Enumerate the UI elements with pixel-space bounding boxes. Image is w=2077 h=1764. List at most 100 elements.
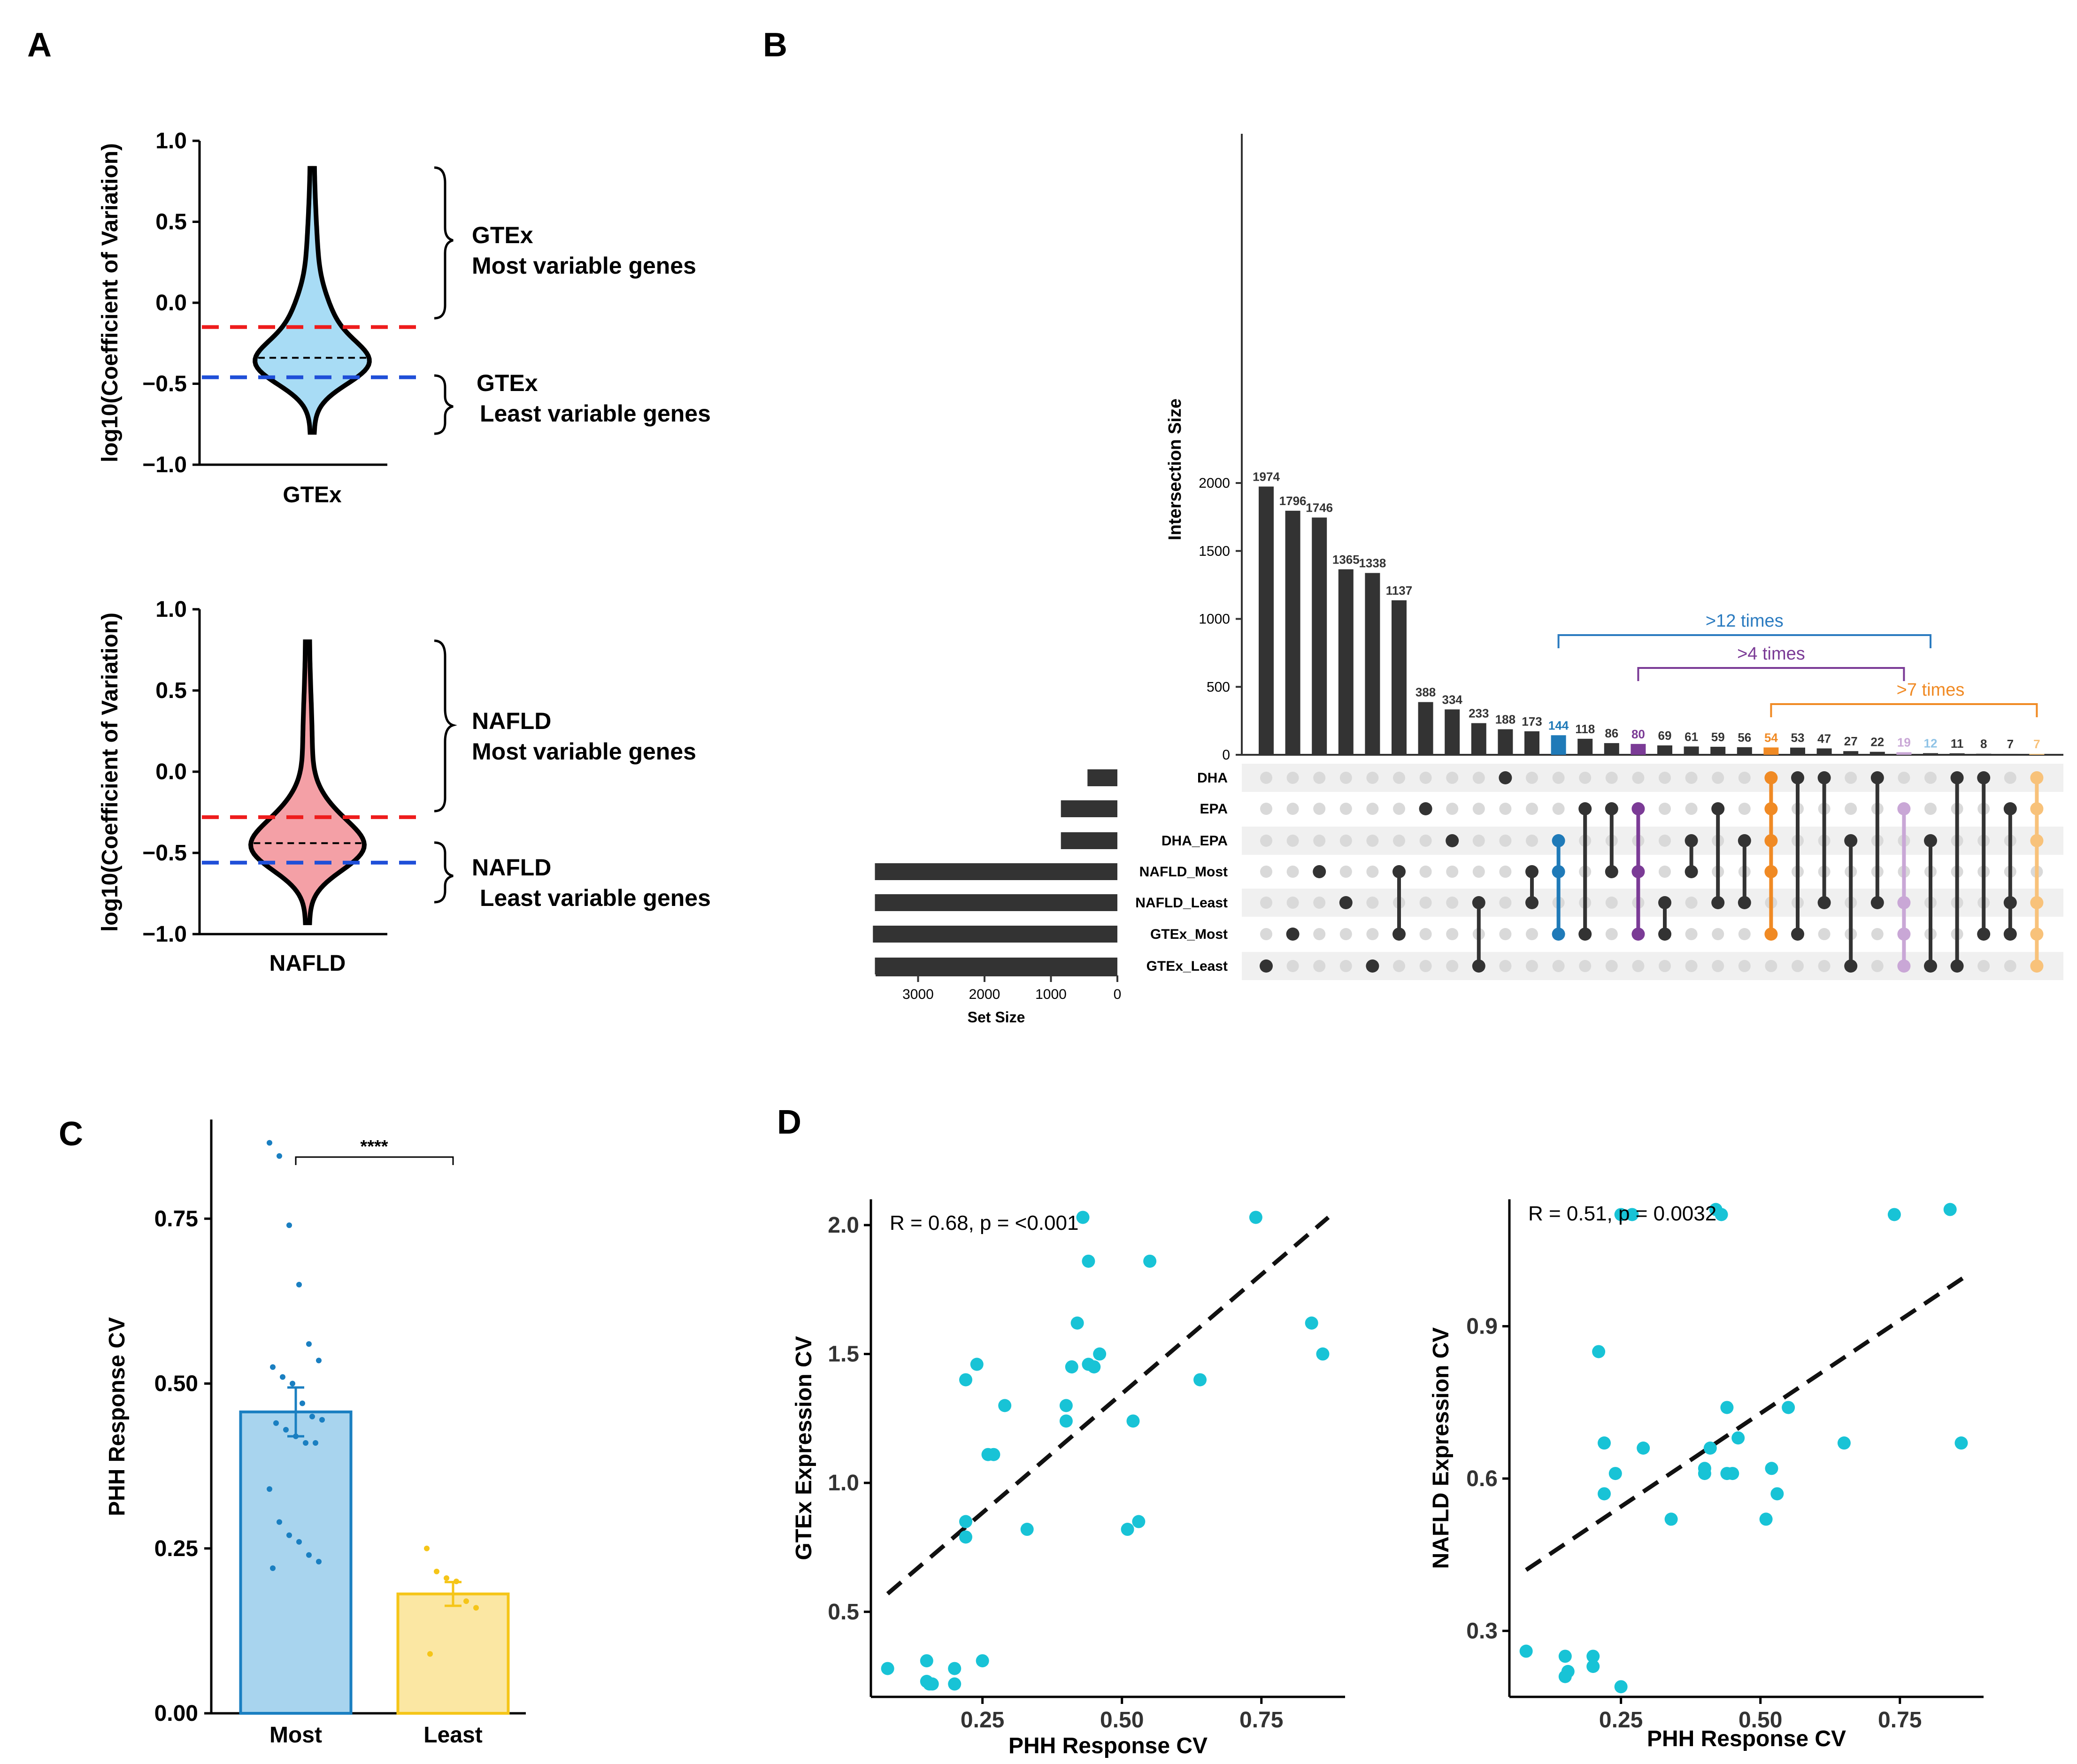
matrix-dot-filled (2030, 928, 2044, 941)
matrix-dot-empty (1286, 866, 1299, 878)
data-point (1059, 1414, 1073, 1428)
intersection-bar (1471, 723, 1486, 755)
data-point (444, 1575, 449, 1581)
matrix-dot-empty (1632, 772, 1645, 784)
matrix-dot-empty (1419, 866, 1432, 878)
x-tick-label: 0.50 (1739, 1708, 1782, 1733)
y-tick-label: −1.0 (142, 453, 187, 477)
matrix-dot-empty (1499, 897, 1512, 909)
matrix-dot-empty (1605, 928, 1618, 940)
y-tick-label: 0.0 (155, 759, 187, 784)
matrix-dot-filled (1924, 959, 1937, 973)
matrix-dot-filled (1844, 834, 1858, 847)
data-point (1782, 1401, 1795, 1414)
data-point (290, 1381, 295, 1387)
matrix-dot-empty (1286, 897, 1299, 909)
most-label-2: Most variable genes (472, 738, 696, 765)
matrix-dot-empty (1260, 835, 1272, 847)
matrix-dot-empty (1472, 835, 1485, 847)
data-points (1519, 1203, 1968, 1694)
data-point (1586, 1649, 1600, 1663)
bar-chart-phh-response: 0.00 0.25 0.50 0.75 Most Least **** PHH Resp… (105, 1120, 526, 1748)
data-point (280, 1374, 285, 1380)
data-point (1770, 1487, 1784, 1501)
matrix-dot-filled (1897, 802, 1911, 815)
set-name-label: EPA (1200, 801, 1228, 817)
least-label-2: Least variable genes (480, 400, 711, 427)
data-point (267, 1140, 272, 1146)
violin-body (253, 166, 372, 435)
matrix-dot-empty (1339, 803, 1352, 815)
data-point (1637, 1442, 1650, 1455)
y-tick-label: 0.75 (154, 1206, 198, 1231)
intersection-bar-label: 86 (1605, 726, 1618, 740)
intersection-bar (1896, 752, 1912, 755)
y-tick-label: 2.0 (828, 1213, 859, 1238)
matrix-dot-filled (1392, 865, 1406, 878)
least-label-1: GTEx (477, 370, 538, 396)
matrix-dot-empty (1419, 960, 1432, 972)
intersection-bar-label: 22 (1870, 735, 1884, 749)
data-point (948, 1677, 962, 1691)
matrix-dot-empty (1313, 928, 1326, 940)
data-point (1519, 1644, 1533, 1658)
set-size-bars (873, 769, 1117, 974)
matrix-dot-filled (1525, 896, 1539, 909)
matrix-dot-empty (1339, 835, 1352, 847)
matrix-dot-empty (1685, 897, 1698, 909)
intersection-bar-label: 12 (1924, 736, 1938, 751)
matrix-dot-empty (1393, 803, 1405, 815)
matrix-dot-empty (1977, 960, 1990, 972)
matrix-dot-empty (1605, 960, 1618, 972)
matrix-dot-empty (1685, 960, 1698, 972)
data-point (1065, 1360, 1078, 1373)
data-point (277, 1153, 282, 1159)
intersection-bar-label: 59 (1711, 730, 1725, 744)
matrix-dot-filled (1446, 834, 1459, 847)
data-point (948, 1662, 962, 1675)
matrix-dot-empty (1871, 960, 1884, 972)
matrix-dot-empty (1419, 897, 1432, 909)
set-size-bar (1087, 769, 1117, 786)
matrix-dot-filled (1897, 896, 1911, 909)
matrix-dot-filled (1419, 802, 1432, 815)
matrix-dot-empty (1393, 960, 1405, 972)
matrix-dot-filled (1924, 834, 1937, 847)
matrix-dot-empty (1871, 928, 1884, 940)
data-point (316, 1358, 322, 1364)
intersection-bar-label: 56 (1738, 730, 1751, 744)
matrix-dot-empty (1738, 803, 1751, 815)
data-point (998, 1399, 1012, 1412)
data-point (1070, 1316, 1084, 1330)
intersection-bar-label: 1365 (1332, 552, 1360, 567)
matrix-dot-empty (1339, 866, 1352, 878)
set-names: DHA EPA DHA_EPA NAFLD_Most NAFLD_Least GTEx_M… (1135, 770, 1228, 974)
data-point (296, 1281, 302, 1288)
intersection-bar (1551, 735, 1566, 755)
matrix-dot-empty (1339, 928, 1352, 940)
intersection-bar-label: 334 (1442, 692, 1463, 706)
matrix-dot-empty (1738, 928, 1751, 940)
data-point (270, 1364, 276, 1370)
data-point (319, 1417, 325, 1423)
intersection-bar-label: 233 (1469, 706, 1489, 721)
least-label-1: NAFLD (472, 854, 551, 881)
data-point (1954, 1436, 1968, 1450)
data-point (959, 1373, 972, 1387)
data-points (267, 1140, 479, 1657)
matrix-dot-empty (1659, 960, 1671, 972)
data-point (1082, 1254, 1095, 1268)
data-point (1698, 1467, 1711, 1480)
matrix-dot-filled (1578, 928, 1592, 941)
matrix-dot-filled (1685, 865, 1698, 878)
violin-chart-nafld: 1.0 0.5 0.0 −0.5 −1.0 NAFLD log10(Coefficien… (98, 597, 711, 976)
matrix-row-band (1242, 952, 2063, 980)
bar (396, 1592, 510, 1715)
matrix-dot-filled (1392, 928, 1406, 941)
intersection-bar-label: 53 (1791, 731, 1805, 745)
matrix-dot-filled (1631, 865, 1645, 878)
data-point (1020, 1523, 1034, 1536)
matrix-dot-empty (1526, 960, 1538, 972)
intersection-bar-label: 8 (1980, 737, 1987, 751)
